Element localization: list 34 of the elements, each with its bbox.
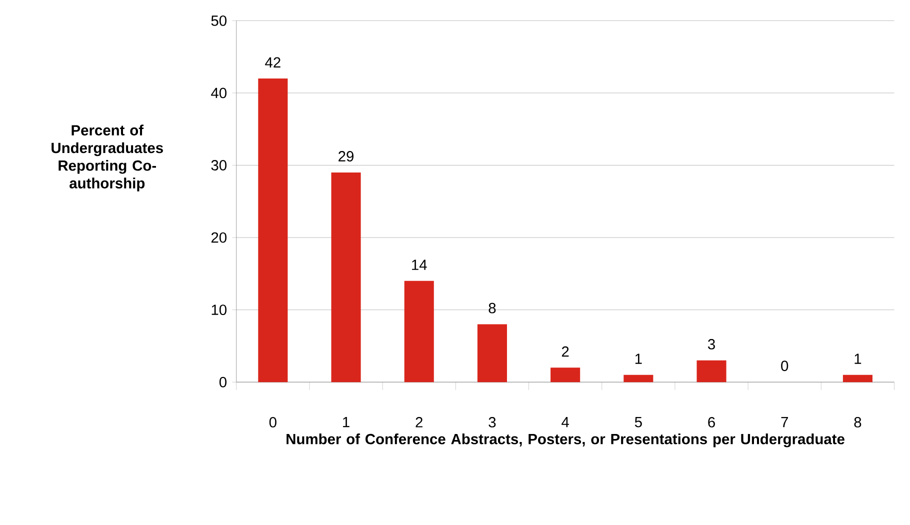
x-tick-label: 4 — [562, 417, 569, 428]
y-axis-title: Percent of Undergraduates Reporting Co-authorship — [52, 124, 163, 192]
x-tick-label: 0 — [269, 417, 276, 428]
bar — [696, 360, 726, 382]
data-label: 3 — [708, 339, 715, 350]
x-tick-label: 5 — [634, 417, 642, 428]
data-label: 1 — [854, 354, 862, 364]
bar — [331, 172, 361, 382]
bar — [550, 368, 580, 382]
data-label: 14 — [412, 260, 427, 270]
bar — [258, 78, 288, 382]
bar — [842, 374, 872, 382]
x-axis-title: Number of Conference Abstracts, Posters, or Presentations per Undergraduate — [286, 434, 844, 448]
data-label: 0 — [781, 360, 788, 372]
x-tick-label: 6 — [708, 417, 715, 428]
x-tick-label: 7 — [781, 417, 788, 428]
x-tick-label: 1 — [343, 417, 350, 428]
data-label: 29 — [338, 151, 354, 162]
y-tick-label: 50 — [211, 16, 226, 26]
y-tick-label: 10 — [212, 304, 226, 316]
y-tick-label: 30 — [211, 160, 226, 170]
bar — [477, 324, 507, 382]
x-tick-label: 8 — [854, 417, 862, 428]
x-tick-label: 3 — [488, 417, 496, 428]
data-label: 1 — [635, 354, 642, 364]
y-tick-label: 40 — [211, 88, 226, 98]
bar — [404, 280, 434, 382]
bar — [624, 374, 654, 382]
y-tick-label: 20 — [211, 232, 226, 243]
data-label: 2 — [562, 346, 569, 357]
data-label: 8 — [488, 302, 496, 314]
x-tick-label: 2 — [416, 417, 422, 428]
y-tick-label: 0 — [219, 376, 227, 388]
data-label: 42 — [265, 57, 280, 68]
